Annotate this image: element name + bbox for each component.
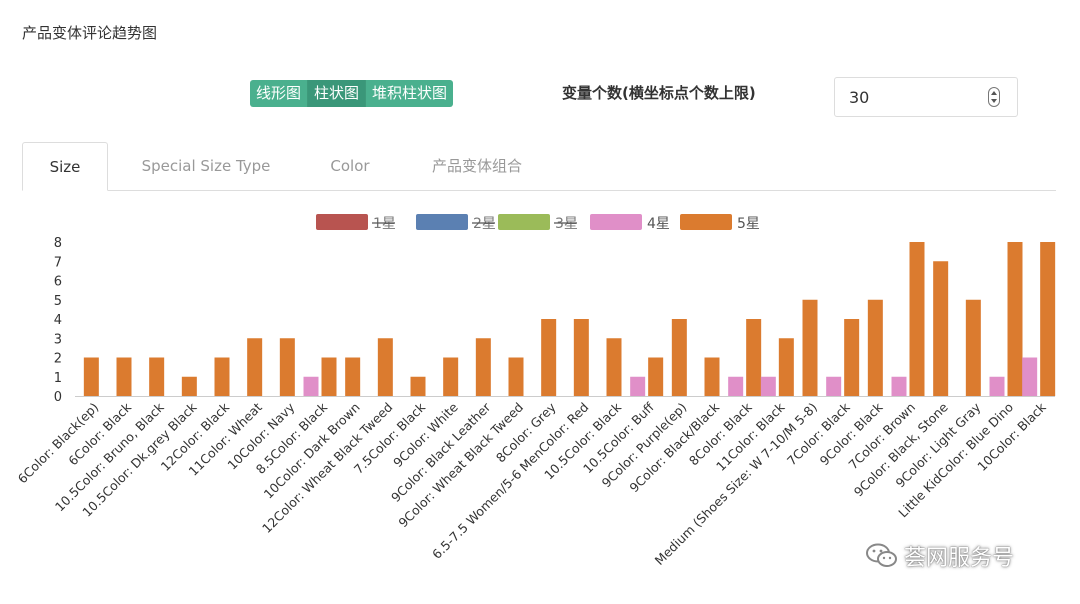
bar [541,319,557,396]
bar [746,319,762,396]
bar [728,376,744,396]
bar [508,357,524,396]
bar [410,376,426,396]
bar [844,319,860,396]
bar [826,376,842,396]
tab-size[interactable]: Size [22,142,108,191]
legend-label-4: 4星 [647,216,670,232]
variable-count-value: 30 [849,88,870,107]
bar [671,319,687,396]
bar [648,357,664,396]
number-stepper-icon[interactable] [988,87,1000,107]
bar [181,376,197,396]
page-title: 产品变体评论趋势图 [22,24,158,42]
bar [214,357,230,396]
legend-swatch-4 [590,214,642,230]
bar [303,376,319,396]
legend-label-1: 1星 [373,216,396,232]
bar [443,357,459,396]
tab-variant-combo[interactable]: 产品变体组合 [431,157,522,175]
bar [83,357,99,396]
bar [989,376,1005,396]
bar [704,357,720,396]
y-tick-label: 5 [54,294,62,309]
y-tick-label: 8 [54,236,62,251]
legend-swatch-3 [498,214,550,230]
bar-chart-button[interactable]: 柱状图 [308,80,367,107]
bar [606,338,622,396]
bar [965,299,981,396]
variable-count-label: 变量个数(横坐标点个数上限) [562,84,756,102]
y-tick-label: 7 [54,255,62,270]
legend-swatch-2 [416,214,468,230]
bar [760,376,776,396]
variant-tabs: Size Special Size Type Color 产品变体组合 [22,142,1056,191]
bar [573,319,589,396]
y-tick-label: 4 [54,313,62,328]
legend-swatch-5 [680,214,732,230]
tab-special-size-type[interactable]: Special Size Type [141,157,271,175]
legend-swatch-1 [316,214,368,230]
bar [891,376,907,396]
y-tick-label: 6 [54,275,62,290]
y-tick-label: 2 [54,352,62,367]
bar [149,357,165,396]
watermark: 荟网服务号 [866,540,1014,572]
wechat-icon [866,543,897,567]
bar [1040,242,1056,396]
stacked-bar-chart-button[interactable]: 堆积柱状图 [366,80,454,107]
bar [1007,242,1023,396]
bar [321,357,337,396]
legend-label-2: 2星 [473,216,496,232]
bar [933,261,949,396]
tab-color[interactable]: Color [330,157,370,175]
variable-count-input[interactable]: 30 [834,77,1018,117]
watermark-text: 荟网服务号 [904,546,1015,571]
bar [475,338,491,396]
bar [867,299,883,396]
y-tick-label: 3 [54,332,62,347]
bar [909,242,925,396]
legend-label-3: 3星 [555,216,578,232]
y-tick-label: 1 [54,371,62,386]
bar [247,338,263,396]
bar [345,357,361,396]
y-tick-label: 0 [54,390,62,405]
bar [116,357,132,396]
chart-type-toggle: 线形图 柱状图 堆积柱状图 [250,80,454,107]
line-chart-button[interactable]: 线形图 [250,80,309,107]
bar [802,299,818,396]
bar [377,338,393,396]
bar [1022,357,1038,396]
bar [778,338,794,396]
bar [279,338,295,396]
legend-label-5: 5星 [737,216,760,232]
bar [630,376,646,396]
